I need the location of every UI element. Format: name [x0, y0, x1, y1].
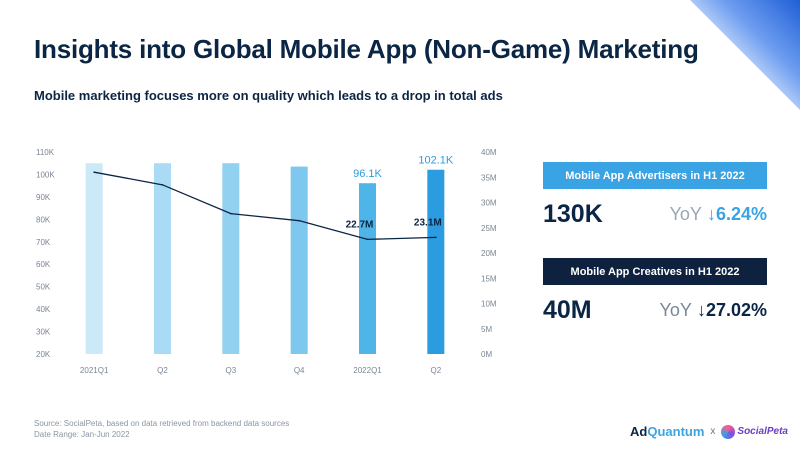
line-point — [366, 238, 369, 241]
bar — [154, 163, 171, 354]
corner-accent — [690, 0, 800, 110]
page-title: Insights into Global Mobile App (Non-Gam… — [34, 34, 699, 64]
x-tick-label: Q4 — [294, 366, 305, 375]
y-left-tick-label: 40K — [36, 305, 51, 314]
socialpeta-logo: SocialPeta — [721, 424, 788, 439]
y-right-tick-label: 40M — [481, 148, 497, 157]
yoy-value: ↓6.24% — [706, 204, 767, 224]
kpi-creatives-value: 40M — [543, 296, 592, 324]
x-tick-label: Q3 — [225, 366, 236, 375]
data-labels: 96.1K 102.1K 22.7M 23.1M — [346, 155, 454, 231]
y-right-tick-label: 5M — [481, 325, 492, 334]
combo-chart: 20K 30K 40K 50K 60K 70K 80K 90K 100K 110K 0M 5M 10M… — [36, 148, 497, 375]
y-left-tick-label: 30K — [36, 328, 51, 337]
source-text: Source: SocialPeta, based on data retrie… — [34, 419, 290, 428]
yoy-label: YoY — [669, 204, 702, 224]
y-left-tick-label: 80K — [36, 215, 51, 224]
y-left-tick-label: 60K — [36, 260, 51, 269]
footer-source: Source: SocialPeta, based on data retrie… — [34, 418, 289, 440]
page-subtitle: Mobile marketing focuses more on quality… — [34, 88, 503, 103]
x-axis: 2021Q1 Q2 Q3 Q4 2022Q1 Q2 — [80, 366, 442, 375]
socialpeta-mark-icon — [721, 424, 736, 439]
y-left-tick-label: 70K — [36, 238, 51, 247]
line-value-label: 22.7M — [346, 219, 374, 230]
y-right-tick-label: 0M — [481, 350, 492, 359]
line-point — [435, 236, 437, 239]
logos: AdQuantum x SocialPeta — [630, 424, 788, 439]
y-right-axis: 0M 5M 10M 15M 20M 25M 30M 35M 40M — [481, 148, 497, 359]
kpi-creatives-yoy: YoY ↓27.02% — [660, 300, 767, 321]
x-tick-label: Q2 — [157, 366, 168, 375]
logo-separator: x — [710, 426, 716, 437]
bar-value-label: 102.1K — [418, 155, 454, 167]
y-left-tick-label: 110K — [36, 148, 55, 157]
y-right-tick-label: 10M — [481, 300, 497, 309]
bar-series — [85, 163, 445, 354]
adquantum-logo: AdQuantum — [630, 424, 705, 439]
yoy-label: YoY — [659, 300, 692, 320]
y-right-tick-label: 30M — [481, 199, 497, 208]
x-tick-label: 2022Q1 — [353, 366, 382, 375]
line-series — [93, 171, 437, 241]
y-right-tick-label: 15M — [481, 274, 497, 283]
bar — [85, 163, 103, 354]
bar — [427, 169, 445, 354]
x-tick-label: 2021Q1 — [80, 366, 109, 375]
y-left-tick-label: 90K — [36, 193, 51, 202]
kpi-advertisers-yoy: YoY ↓6.24% — [670, 204, 767, 225]
y-left-tick-label: 100K — [36, 170, 55, 179]
y-right-tick-label: 25M — [481, 224, 497, 233]
line-point — [161, 184, 164, 186]
bar — [290, 166, 308, 354]
series-line — [94, 171, 436, 241]
kpi-advertisers-header: Mobile App Advertisers in H1 2022 — [543, 162, 767, 189]
y-left-axis: 20K 30K 40K 50K 60K 70K 80K 90K 100K 110K — [36, 148, 55, 359]
y-left-tick-label: 50K — [36, 283, 51, 292]
kpi-creatives-header: Mobile App Creatives in H1 2022 — [543, 258, 767, 285]
line-point — [298, 219, 300, 222]
x-tick-label: Q2 — [430, 366, 441, 375]
y-right-tick-label: 20M — [481, 249, 497, 258]
kpi-advertisers-value: 130K — [543, 200, 603, 228]
line-point — [230, 212, 232, 215]
y-right-tick-label: 35M — [481, 173, 497, 182]
line-value-label: 23.1M — [414, 217, 442, 228]
bar — [222, 163, 240, 354]
yoy-value: ↓27.02% — [696, 300, 767, 320]
date-range-text: Date Range: Jan-Jun 2022 — [34, 430, 130, 439]
y-left-tick-label: 20K — [36, 350, 51, 359]
bar-value-label: 96.1K — [353, 168, 382, 180]
bar — [359, 183, 376, 354]
line-point — [93, 171, 95, 173]
